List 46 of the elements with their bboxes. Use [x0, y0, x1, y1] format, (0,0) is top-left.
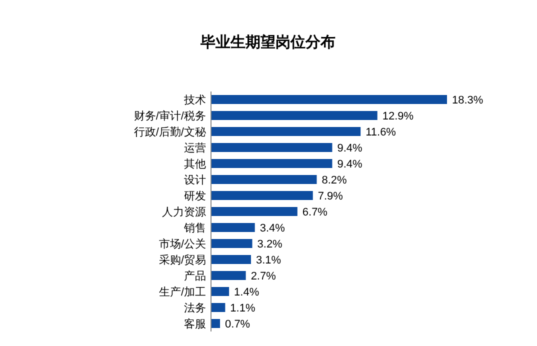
- bar: [211, 239, 252, 248]
- bar: [211, 111, 378, 120]
- data-label: 12.9%: [382, 110, 414, 122]
- y-tick-label: 市场/公关: [158, 238, 206, 250]
- data-label: 3.1%: [256, 254, 282, 266]
- y-tick-label: 人力资源: [162, 206, 206, 218]
- bar: [211, 95, 447, 104]
- y-tick-label: 产品: [184, 270, 206, 282]
- data-label: 3.4%: [260, 222, 286, 234]
- y-tick-label: 技术: [183, 94, 206, 106]
- bar: [211, 303, 226, 312]
- chart-title: 毕业生期望岗位分布: [200, 33, 336, 51]
- y-tick-label: 客服: [184, 318, 206, 330]
- data-label: 11.6%: [366, 126, 396, 138]
- data-label: 9.4%: [337, 158, 363, 170]
- bar: [211, 159, 332, 168]
- y-tick-label: 研发: [184, 190, 206, 202]
- y-tick-label: 销售: [183, 222, 206, 234]
- data-label: 9.4%: [337, 142, 363, 154]
- y-tick-label: 运营: [184, 142, 206, 154]
- bar: [211, 143, 332, 152]
- bar: [211, 207, 298, 216]
- y-tick-label: 生产/加工: [158, 286, 206, 298]
- bar: [211, 191, 313, 200]
- bar: [211, 255, 251, 264]
- data-label: 7.9%: [318, 190, 344, 202]
- bar: [211, 223, 255, 232]
- bar: [211, 175, 317, 184]
- bar: [211, 271, 246, 280]
- y-tick-label: 行政/后勤/文秘: [134, 126, 206, 138]
- data-label: 18.3%: [452, 94, 484, 106]
- y-tick-label: 采购/贸易: [158, 254, 206, 266]
- data-label: 3.2%: [257, 238, 283, 250]
- bar: [211, 287, 230, 296]
- y-tick-label: 法务: [184, 302, 206, 314]
- y-tick-label: 财务/审计/税务: [134, 110, 206, 122]
- data-label: 1.1%: [230, 302, 256, 314]
- data-label: 8.2%: [322, 174, 348, 186]
- bar: [211, 127, 361, 136]
- bar: [211, 319, 220, 328]
- y-tick-label: 设计: [184, 174, 206, 186]
- data-label: 0.7%: [225, 318, 250, 330]
- data-label: 2.7%: [250, 270, 276, 282]
- data-label: 1.4%: [234, 286, 260, 298]
- data-label: 6.7%: [302, 206, 328, 218]
- y-tick-label: 其他: [184, 158, 206, 170]
